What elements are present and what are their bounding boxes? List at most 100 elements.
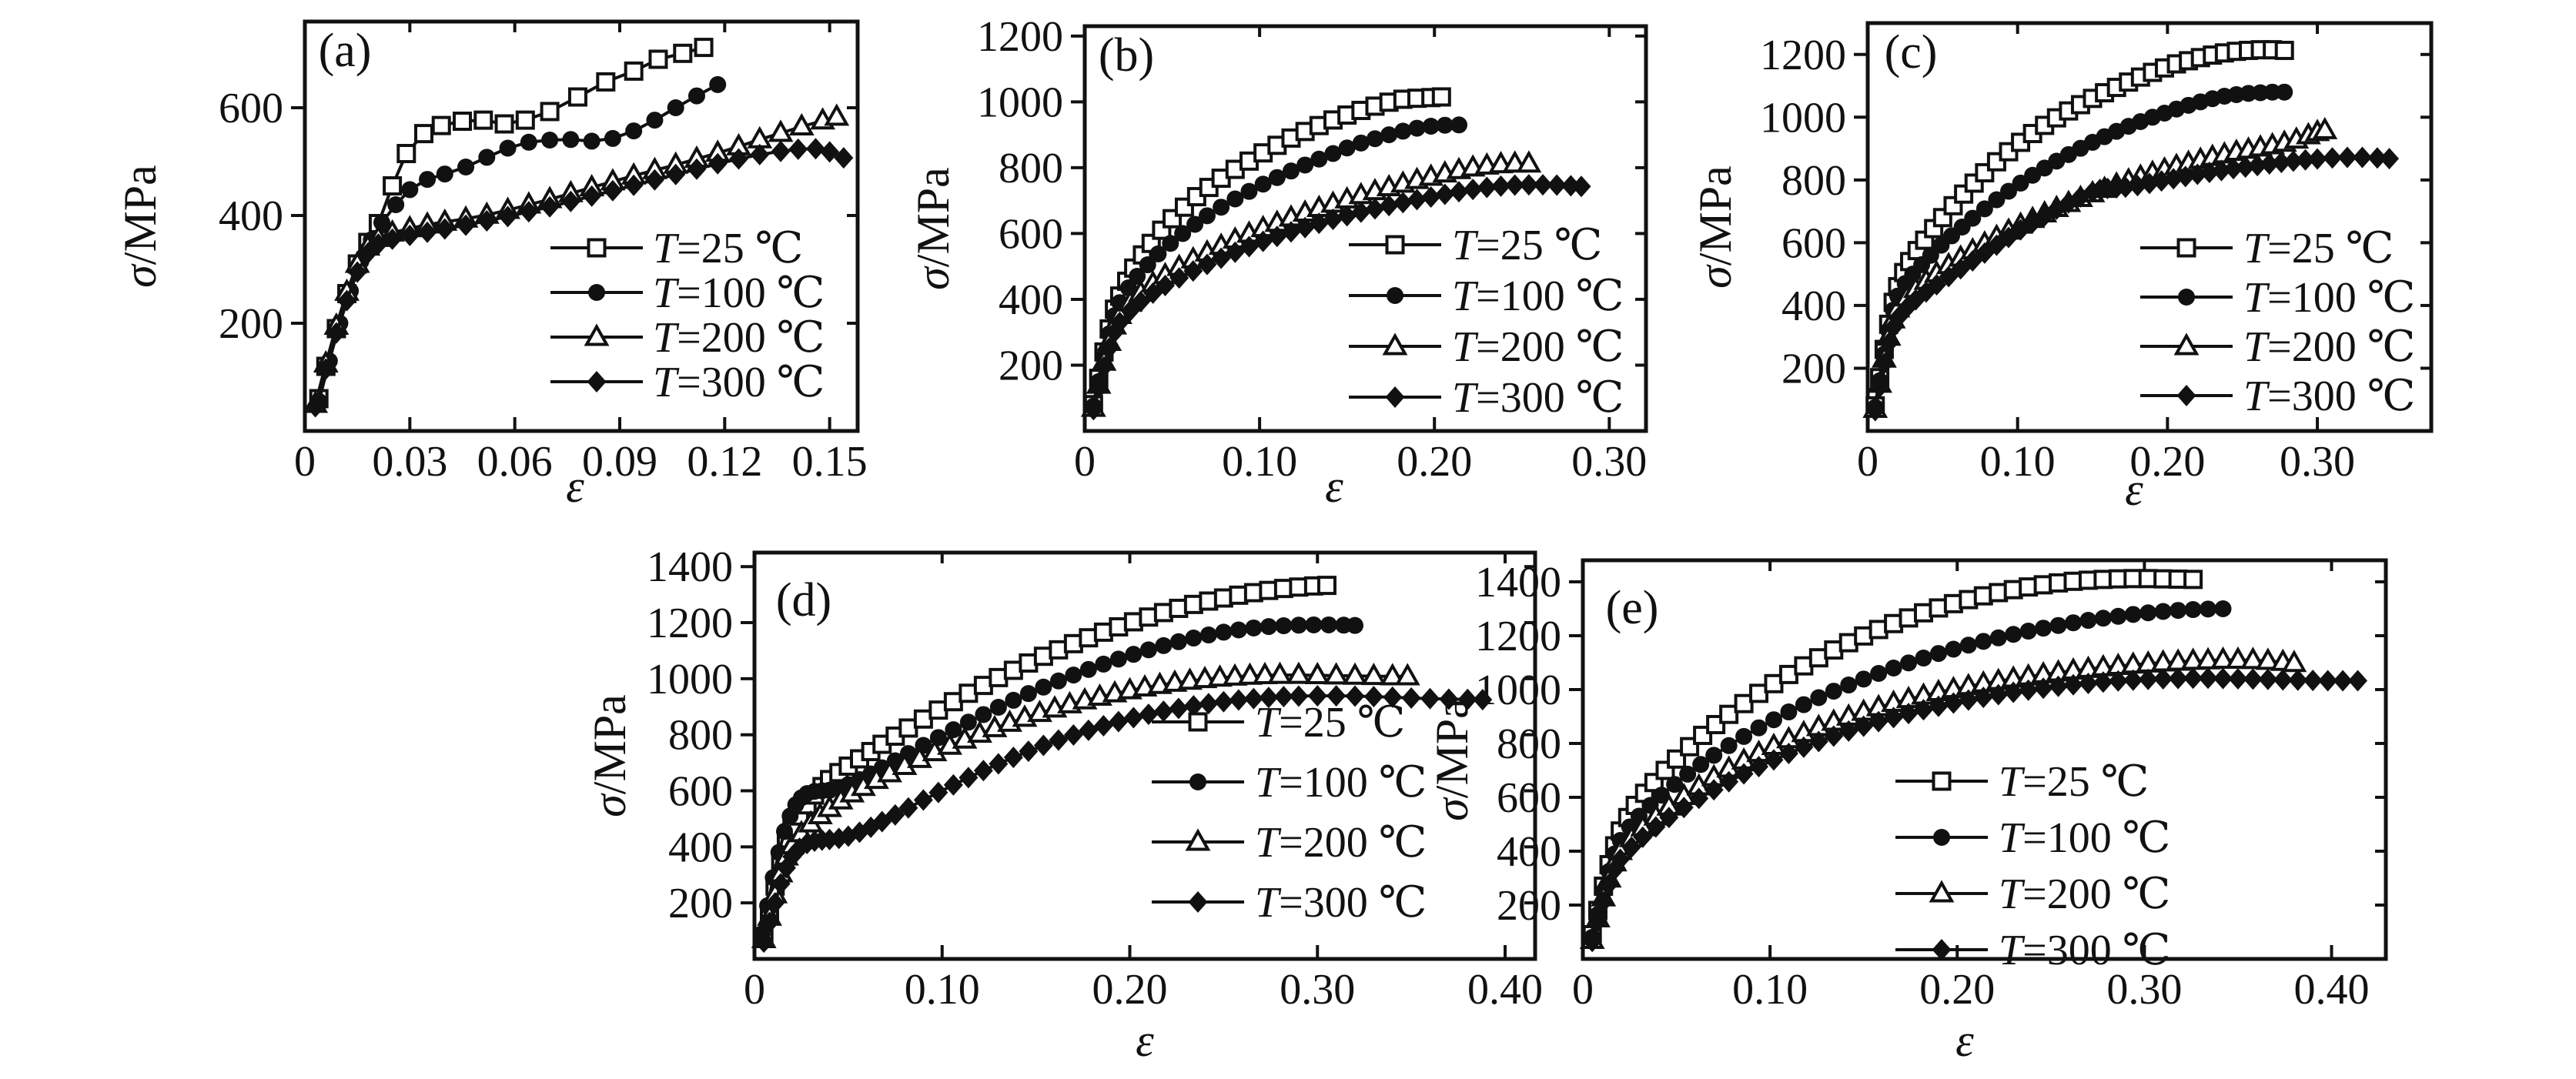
diamond-filled-icon	[2063, 673, 2083, 696]
diamond-filled-icon	[1611, 848, 1631, 870]
chart-c: 0 0.10 0.20 0.30 200 400 600 800 1000 1200 (c) ε σ/M…	[1690, 21, 2434, 515]
series-diamond-filled	[1083, 174, 1591, 421]
circle-filled-icon	[1380, 126, 1398, 144]
legend-entry: T=300 ℃	[1349, 374, 1624, 422]
legend-entry: T=300 ℃	[1895, 927, 2170, 974]
diamond-filled-icon	[765, 892, 785, 914]
triangle-open-icon	[2210, 646, 2236, 669]
diamond-filled-icon	[1131, 290, 1151, 312]
diamond-filled-icon	[958, 767, 979, 789]
circle-filled-icon	[1989, 629, 2007, 646]
legend-label: T=200 ℃	[1452, 323, 1624, 371]
diamond-filled-icon	[2283, 150, 2303, 172]
diamond-filled-icon	[1365, 198, 1385, 220]
chart-a: 0 0.03 0.06 0.09 0.12 0.15 200 400 600 (a) ε σ/MPa T…	[115, 19, 868, 512]
square-open-icon	[596, 72, 616, 92]
diamond-filled-icon	[1582, 930, 1602, 953]
square-open-icon	[494, 114, 514, 134]
square-open-icon	[383, 176, 403, 195]
circle-filled-icon	[1692, 756, 1710, 773]
diamond-filled-icon	[1646, 816, 1666, 838]
square-open-icon	[624, 61, 644, 81]
y-tick-label: 800	[668, 712, 733, 760]
circle-filled-icon	[1095, 655, 1112, 673]
circle-filled-icon	[1215, 623, 1233, 641]
circle-filled-icon	[1324, 145, 1342, 162]
diamond-filled-icon	[1094, 356, 1114, 378]
x-tick-label: 0.40	[2293, 966, 2369, 1014]
circle-filled-icon	[1254, 175, 1272, 193]
diamond-filled-icon	[1463, 179, 1483, 201]
square-open-icon	[673, 43, 693, 63]
square-open-icon	[1749, 683, 1769, 703]
circle-filled-icon	[1275, 617, 1293, 635]
diamond-filled-icon	[1289, 685, 1309, 707]
diamond-filled-icon	[2138, 668, 2158, 690]
legend-entry: T=100 ℃	[1895, 814, 2170, 862]
diamond-filled-icon	[666, 163, 686, 185]
panel-letter: (a)	[319, 25, 372, 77]
square-open-icon	[587, 238, 607, 258]
diamond-filled-icon	[2367, 147, 2387, 169]
circle-filled-icon	[1109, 650, 1127, 668]
x-tick-label: 0.30	[2106, 966, 2182, 1014]
diamond-filled-icon	[1188, 891, 1208, 913]
diamond-filled-icon	[624, 174, 644, 196]
circle-filled-icon	[1900, 654, 1918, 672]
x-tick-label: 0	[1857, 438, 1878, 486]
square-open-icon	[473, 110, 493, 130]
diamond-filled-icon	[1323, 209, 1343, 231]
square-open-icon	[1734, 693, 1754, 713]
diamond-filled-icon	[540, 195, 560, 218]
legend-label: T=300 ℃	[1452, 374, 1624, 422]
y-tick-label: 1000	[647, 656, 733, 703]
diamond-filled-icon	[2108, 670, 2128, 692]
circle-filled-icon	[583, 132, 601, 150]
diamond-filled-icon	[1155, 274, 1175, 296]
circle-filled-icon	[1765, 711, 1782, 729]
diamond-filled-icon	[2152, 170, 2172, 192]
circle-filled-icon	[2109, 607, 2127, 625]
circle-filled-icon	[1855, 670, 1872, 688]
diamond-filled-icon	[1764, 749, 1784, 771]
circle-filled-icon	[1750, 719, 1768, 737]
legend-label: T=100 ℃	[653, 269, 825, 317]
diamond-filled-icon	[1719, 770, 1739, 793]
diamond-filled-icon	[1989, 683, 2009, 706]
circle-filled-icon	[1870, 665, 1888, 682]
triangle-open-icon	[1516, 150, 1542, 173]
y-tick-label: 1200	[1760, 32, 1846, 79]
y-tick-label: 200	[999, 342, 1063, 389]
x-tick-label: 0.40	[1467, 966, 1543, 1014]
legend-label: T=200 ℃	[2243, 323, 2415, 371]
y-tick-label: 600	[1497, 774, 1561, 822]
triangle-open-icon	[788, 112, 815, 135]
triangle-open-icon	[824, 103, 850, 126]
diamond-filled-icon	[2139, 172, 2159, 195]
panel-letter: (b)	[1099, 29, 1154, 82]
diamond-filled-icon	[456, 214, 476, 236]
diamond-filled-icon	[1749, 756, 1769, 778]
circle-filled-icon	[2276, 83, 2293, 101]
square-open-icon	[1316, 576, 1337, 596]
diamond-filled-icon	[1571, 175, 1591, 198]
x-tick-label: 0.10	[905, 966, 980, 1014]
circle-filled-icon	[2124, 606, 2142, 623]
circle-filled-icon	[2170, 602, 2187, 620]
circle-filled-icon	[2178, 289, 2195, 306]
diamond-filled-icon	[2163, 168, 2183, 190]
diamond-filled-icon	[2337, 146, 2357, 169]
diamond-filled-icon	[1704, 779, 1724, 801]
diamond-filled-icon	[587, 371, 607, 393]
diamond-filled-icon	[2323, 147, 2343, 169]
legend-label: T=25 ℃	[1255, 699, 1405, 747]
circle-filled-icon	[1305, 616, 1323, 633]
circle-filled-icon	[975, 706, 992, 723]
circle-filled-icon	[1347, 616, 1363, 634]
circle-filled-icon	[1149, 245, 1167, 262]
y-axis-title: σ/MPa	[115, 165, 166, 288]
triangle-open-icon	[1304, 661, 1330, 684]
x-tick-label: 0.20	[1092, 966, 1168, 1014]
legend-label: T=25 ℃	[1452, 222, 1602, 269]
diamond-filled-icon	[1587, 910, 1607, 932]
